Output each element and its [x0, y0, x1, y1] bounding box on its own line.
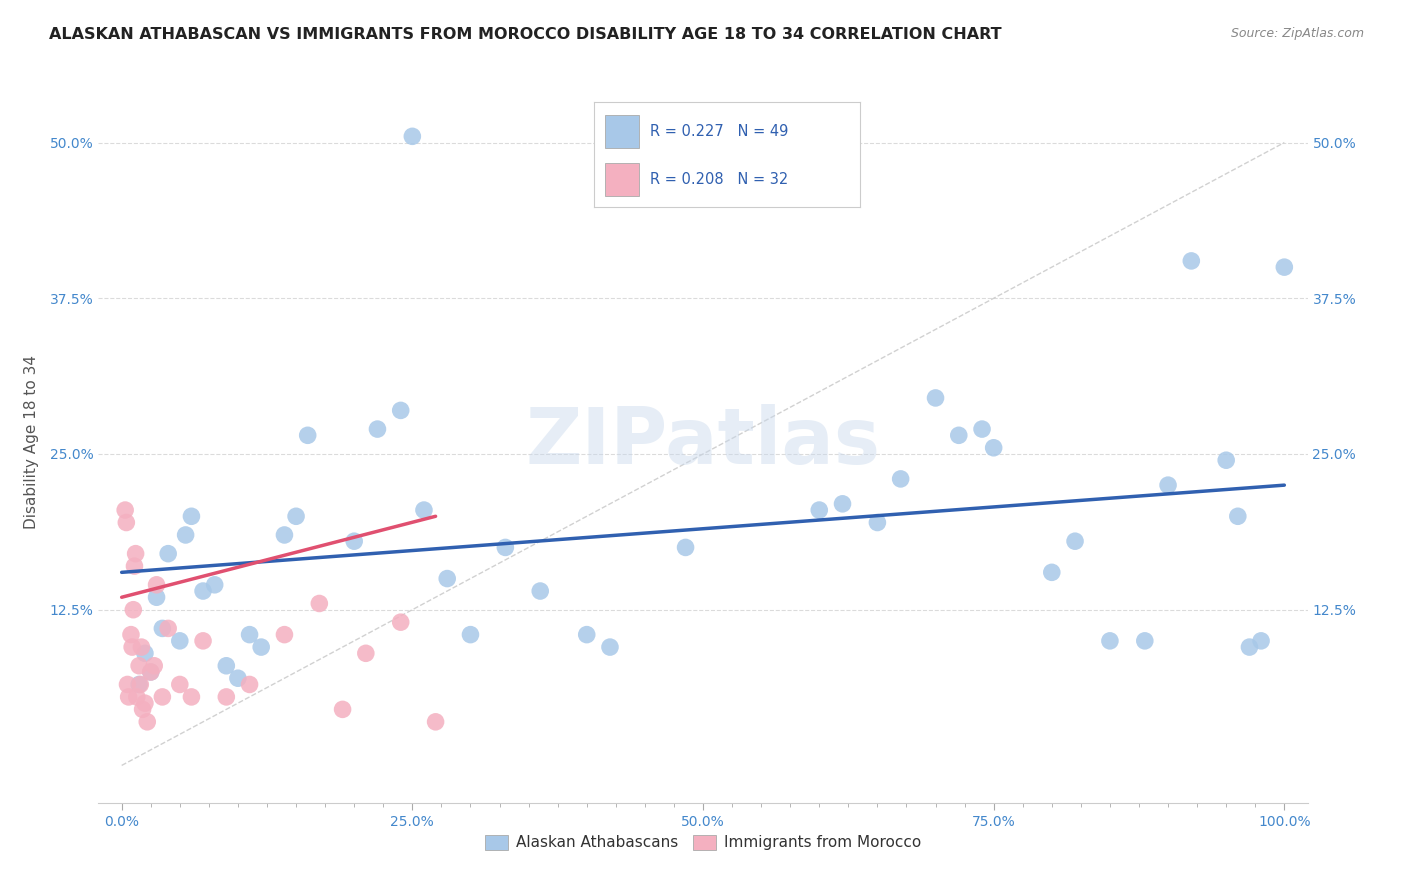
Point — [191, 633, 214, 648]
Point — [425, 714, 447, 729]
Point — [134, 696, 156, 710]
Point — [1226, 509, 1249, 524]
Point — [215, 690, 238, 704]
Point — [924, 391, 946, 405]
Point — [124, 559, 146, 574]
Point — [157, 547, 180, 561]
Point — [866, 516, 889, 530]
Point — [226, 671, 249, 685]
Y-axis label: Disability Age 18 to 34: Disability Age 18 to 34 — [24, 354, 38, 529]
Text: ZIPatlas: ZIPatlas — [526, 403, 880, 480]
Point — [169, 633, 191, 648]
Point — [136, 714, 159, 729]
Point — [460, 627, 482, 641]
Point — [191, 584, 214, 599]
Point — [204, 578, 226, 592]
Point — [675, 541, 697, 555]
Point — [118, 690, 141, 704]
Point — [1064, 534, 1087, 549]
Point — [1040, 566, 1063, 580]
Point — [117, 677, 139, 691]
Point — [297, 428, 319, 442]
Point — [139, 665, 162, 679]
Point — [599, 640, 621, 654]
Text: ALASKAN ATHABASCAN VS IMMIGRANTS FROM MOROCCO DISABILITY AGE 18 TO 34 CORRELATIO: ALASKAN ATHABASCAN VS IMMIGRANTS FROM MO… — [49, 27, 1002, 42]
Point — [436, 572, 458, 586]
Point — [343, 534, 366, 549]
Point — [970, 422, 993, 436]
Point — [143, 658, 166, 673]
Point — [131, 702, 153, 716]
Point — [129, 677, 152, 691]
Point — [157, 621, 180, 635]
Point — [174, 528, 197, 542]
Point — [114, 503, 136, 517]
Point — [131, 640, 153, 654]
Point — [145, 591, 167, 605]
Point — [389, 403, 412, 417]
Point — [150, 690, 173, 704]
Point — [354, 646, 377, 660]
Point — [808, 503, 831, 517]
Point — [120, 627, 142, 641]
Point — [115, 516, 138, 530]
Point — [1239, 640, 1261, 654]
Point — [273, 627, 295, 641]
Legend: Alaskan Athabascans, Immigrants from Morocco: Alaskan Athabascans, Immigrants from Mor… — [479, 829, 927, 856]
Point — [1157, 478, 1180, 492]
Point — [1215, 453, 1237, 467]
Point — [180, 690, 202, 704]
Point — [389, 615, 412, 630]
Point — [169, 677, 191, 691]
Point — [983, 441, 1005, 455]
Point — [125, 690, 148, 704]
Text: Source: ZipAtlas.com: Source: ZipAtlas.com — [1230, 27, 1364, 40]
Point — [180, 509, 202, 524]
Point — [890, 472, 912, 486]
Point — [831, 497, 853, 511]
Point — [948, 428, 970, 442]
Point — [494, 541, 516, 555]
Point — [128, 677, 150, 691]
Point — [145, 578, 167, 592]
Point — [124, 547, 146, 561]
Point — [273, 528, 295, 542]
Point — [150, 621, 173, 635]
Point — [575, 627, 598, 641]
Point — [1250, 633, 1272, 648]
Point — [250, 640, 273, 654]
Point — [1180, 253, 1202, 268]
Point — [215, 658, 238, 673]
Point — [122, 603, 145, 617]
Point — [366, 422, 388, 436]
Point — [128, 658, 150, 673]
Point — [529, 584, 551, 599]
Point — [139, 665, 162, 679]
Point — [308, 597, 330, 611]
Point — [1272, 260, 1295, 274]
Point — [401, 129, 423, 144]
Point — [239, 677, 262, 691]
Point — [332, 702, 354, 716]
Point — [1098, 633, 1121, 648]
Point — [413, 503, 436, 517]
Point — [121, 640, 143, 654]
Point — [239, 627, 262, 641]
Point — [285, 509, 308, 524]
Point — [134, 646, 156, 660]
Point — [1133, 633, 1156, 648]
